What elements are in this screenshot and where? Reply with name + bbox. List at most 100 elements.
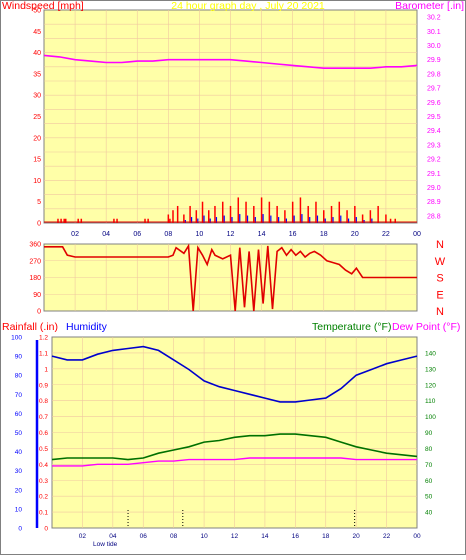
humidity-tick-label: 60 — [15, 411, 23, 418]
barometer-tick-label: 28.8 — [427, 213, 441, 220]
temperature-tick-label: 140 — [425, 350, 436, 357]
rain-tick-label: 0 — [44, 526, 48, 533]
barometer-tick-label: 29.7 — [427, 86, 441, 93]
time-tick-label: 04 — [102, 231, 110, 238]
windspeed-tick-label: 0 — [37, 221, 41, 228]
humidity-tick-label: 90 — [15, 354, 23, 361]
wind-speed-bars — [44, 197, 417, 223]
barometer-tick-label: 28.9 — [427, 199, 441, 206]
rain-tick-label: 0.9 — [39, 382, 48, 389]
windspeed-tick-label: 50 — [33, 8, 41, 15]
windspeed-tick-label: 20 — [33, 135, 41, 142]
humidity-label: Humidity — [66, 321, 108, 333]
compass-label: W — [435, 256, 446, 268]
time-tick-label: 16 — [289, 231, 297, 238]
temperature-line — [51, 433, 418, 461]
barometer-tick-label: 29.2 — [427, 157, 441, 164]
direction-tick-label: 90 — [33, 292, 41, 299]
compass-label: S — [436, 273, 443, 285]
barometer-tick-label: 29.6 — [427, 100, 441, 107]
rain-tick-label: 0.8 — [39, 398, 48, 405]
humidity-tick-label: 40 — [15, 449, 23, 456]
time-tick-label: 12 — [231, 533, 239, 540]
barometer-tick-label: 30.0 — [427, 43, 441, 50]
temperature-tick-label: 40 — [425, 510, 433, 517]
rainfall-label: Rainfall (.in) — [2, 321, 58, 333]
compass-label: N — [436, 239, 444, 251]
barometer-tick-label: 29.8 — [427, 71, 441, 78]
dewpoint-label: Dew Point (°F) — [392, 321, 460, 333]
time-tick-label: 14 — [258, 231, 266, 238]
barometer-axis: 28.8 28.9 29.0 29.1 29.2 29.3 29.4 29.5 29.6 29.7… — [427, 15, 441, 221]
humidity-tick-label: 80 — [15, 373, 23, 380]
time-tick-label: 22 — [383, 533, 391, 540]
barometer-tick-label: 30.2 — [427, 15, 441, 22]
rain-tick-label: 0.7 — [39, 414, 48, 421]
time-tick-label: 12 — [227, 231, 235, 238]
time-tick-label: 08 — [170, 533, 178, 540]
time-tick-label: 10 — [200, 533, 208, 540]
time-tick-label: 02 — [79, 533, 87, 540]
time-tick-label: 14 — [261, 533, 269, 540]
temperature-tick-label: 80 — [425, 446, 433, 453]
windspeed-tick-label: 45 — [33, 29, 41, 36]
temperature-tick-label: 60 — [425, 478, 433, 485]
humidity-tick-label: 10 — [15, 506, 23, 513]
direction-tick-label: 180 — [29, 275, 41, 282]
rain-tick-label: 1.2 — [39, 335, 48, 342]
low-tide-label: Low tide — [93, 541, 118, 548]
windspeed-label: Windspeed [mph] — [2, 0, 84, 12]
temperature-axis: 140 130 120 110 100 90 80 70 60 50 40 — [425, 350, 436, 516]
time-tick-label: 18 — [320, 231, 328, 238]
temperature-label: Temperature (°F) — [312, 321, 391, 333]
time-axis-top: 02 04 06 08 10 12 14 16 18 20 22 00 — [71, 231, 421, 238]
humidity-tick-label: 0 — [18, 526, 22, 533]
direction-tick-label: 270 — [29, 258, 41, 265]
temperature-tick-label: 90 — [425, 430, 433, 437]
chart-title: 24 hour graph day , July 20 2021 — [171, 0, 325, 12]
barometer-tick-label: 29.3 — [427, 142, 441, 149]
humidity-temp-grid — [52, 337, 417, 528]
humidity-tick-label: 50 — [15, 430, 23, 437]
rain-tick-label: 0.6 — [39, 430, 48, 437]
time-axis-bottom: 02 04 06 08 10 12 14 16 18 20 22 00 — [79, 533, 421, 540]
temperature-tick-label: 50 — [425, 494, 433, 501]
rain-tick-label: 0.1 — [39, 510, 48, 517]
humidity-rain-axis: 10090807060504030201001.21.110.90.80.70.… — [11, 335, 48, 533]
time-tick-label: 10 — [196, 231, 204, 238]
barometer-tick-label: 29.5 — [427, 114, 441, 121]
windspeed-tick-label: 10 — [33, 178, 41, 185]
rain-tick-label: 0.5 — [39, 446, 48, 453]
compass-label: N — [436, 306, 444, 318]
rain-tick-label: 0.2 — [39, 494, 48, 501]
wind-direction-line — [44, 243, 417, 312]
time-tick-label: 18 — [322, 533, 330, 540]
time-tick-label: 06 — [133, 231, 141, 238]
barometer-tick-label: 29.0 — [427, 185, 441, 192]
time-tick-label: 00 — [413, 231, 421, 238]
temperature-tick-label: 130 — [425, 366, 436, 373]
barometer-tick-label: 30.1 — [427, 29, 441, 36]
dewpoint-line — [52, 457, 417, 467]
tide-markers — [127, 510, 356, 528]
rain-tick-label: 1.1 — [39, 350, 48, 357]
time-tick-label: 16 — [292, 533, 300, 540]
rain-tick-label: 0.4 — [39, 462, 48, 469]
temperature-tick-label: 120 — [425, 382, 436, 389]
time-tick-label: 02 — [71, 231, 79, 238]
temperature-tick-label: 100 — [425, 414, 436, 421]
humidity-tick-label: 30 — [15, 468, 23, 475]
humidity-tick-label: 100 — [11, 335, 22, 342]
time-tick-label: 20 — [351, 231, 359, 238]
barometer-tick-label: 29.4 — [427, 128, 441, 135]
windspeed-tick-label: 25 — [33, 114, 41, 121]
rain-tick-label: 0.3 — [39, 478, 48, 485]
humidity-tick-label: 20 — [15, 487, 23, 494]
time-tick-label: 08 — [164, 231, 172, 238]
windspeed-tick-label: 30 — [33, 93, 41, 100]
time-tick-label: 00 — [413, 533, 421, 540]
humidity-line — [51, 345, 418, 403]
time-tick-label: 20 — [353, 533, 361, 540]
